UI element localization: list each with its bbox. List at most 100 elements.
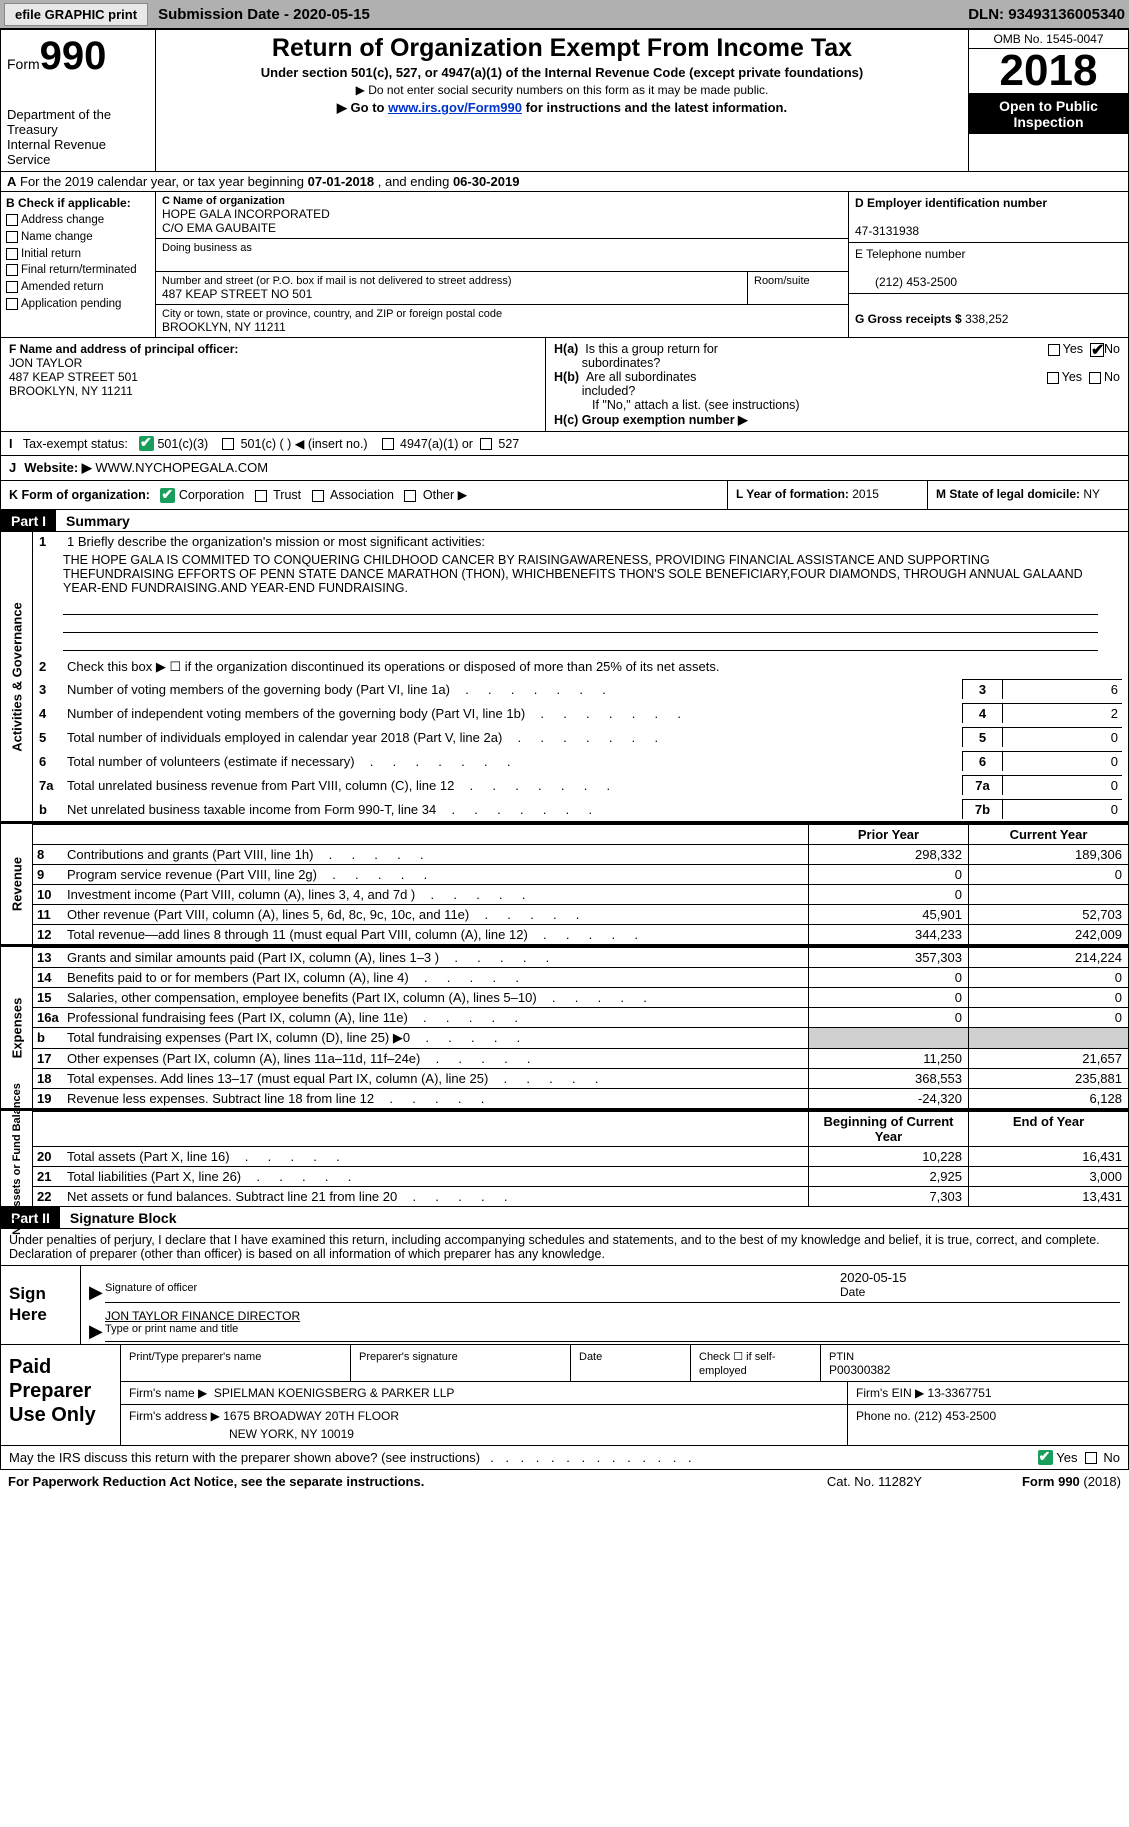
info-grid: B Check if applicable: Address change Na… <box>0 192 1129 338</box>
efile-print-button[interactable]: efile GRAPHIC print <box>4 3 148 26</box>
fin-row: 15Salaries, other compensation, employee… <box>33 987 1128 1007</box>
checkbox-initial-return[interactable] <box>6 248 18 260</box>
open-to-public: Open to Public Inspection <box>969 94 1128 134</box>
checkbox-other[interactable] <box>404 490 416 502</box>
fin-row: 9Program service revenue (Part VIII, lin… <box>33 864 1128 884</box>
submission-date: Submission Date - 2020-05-15 <box>158 6 370 23</box>
officer-name: JON TAYLOR <box>9 356 82 370</box>
sign-here-label: Sign Here <box>1 1266 81 1344</box>
ptin-cell: PTIN P00300382 <box>821 1345 1128 1381</box>
box-b-header: B Check if applicable: <box>6 195 150 212</box>
sig-officer-field[interactable]: Signature of officer <box>105 1268 840 1303</box>
fin-row: 22Net assets or fund balances. Subtract … <box>33 1186 1128 1206</box>
sig-intro: Under penalties of perjury, I declare th… <box>1 1229 1128 1265</box>
box-j: J Website: ▶ WWW.NYCHOPEGALA.COM <box>0 456 1129 481</box>
dept-treasury: Department of the Treasury Internal Reve… <box>7 107 149 167</box>
col-end-year: End of Year <box>968 1112 1128 1146</box>
header-right: OMB No. 1545-0047 2018 Open to Public In… <box>968 30 1128 171</box>
checkbox-corp[interactable] <box>160 488 175 503</box>
box-c: C Name of organization HOPE GALA INCORPO… <box>156 192 848 337</box>
firm-phone-cell: Phone no. (212) 453-2500 <box>848 1405 1128 1445</box>
period-row: A For the 2019 calendar year, or tax yea… <box>0 172 1129 192</box>
form-header: Form990 Department of the Treasury Inter… <box>0 28 1129 172</box>
expenses-section: Expenses 13Grants and similar amounts pa… <box>0 945 1129 1109</box>
form-number: 990 <box>40 34 107 78</box>
box-f: F Name and address of principal officer:… <box>1 338 546 431</box>
checkbox-amended[interactable] <box>6 281 18 293</box>
fin-row: 19Revenue less expenses. Subtract line 1… <box>33 1088 1128 1108</box>
checkbox-trust[interactable] <box>255 490 267 502</box>
ein-value: 47-3131938 <box>855 224 919 238</box>
checkbox-ha-no[interactable] <box>1090 343 1104 357</box>
mission-line <box>63 633 1098 651</box>
fin-row: 21Total liabilities (Part X, line 26) . … <box>33 1166 1128 1186</box>
checkbox-4947[interactable] <box>382 438 394 450</box>
year-formation: 2015 <box>852 487 879 501</box>
header-left: Form990 Department of the Treasury Inter… <box>1 30 156 171</box>
tab-activities: Activities & Governance <box>9 602 24 752</box>
summary-row: 4Number of independent voting members of… <box>33 701 1128 725</box>
triangle-icon: ▶ <box>89 1307 105 1342</box>
checkbox-527[interactable] <box>480 438 492 450</box>
tax-year: 2018 <box>969 49 1128 94</box>
state-domicile: NY <box>1083 487 1100 501</box>
checkbox-hb-yes[interactable] <box>1047 372 1059 384</box>
checkbox-501c3[interactable] <box>139 436 154 451</box>
fin-row: 16aProfessional fundraising fees (Part I… <box>33 1007 1128 1027</box>
fin-row: 8Contributions and grants (Part VIII, li… <box>33 844 1128 864</box>
fin-row: 12Total revenue—add lines 8 through 11 (… <box>33 924 1128 944</box>
fin-row: bTotal fundraising expenses (Part IX, co… <box>33 1027 1128 1048</box>
box-b: B Check if applicable: Address change Na… <box>1 192 156 337</box>
checkbox-501c[interactable] <box>222 438 234 450</box>
firm-addr-cell: Firm's address ▶ 1675 BROADWAY 20TH FLOO… <box>121 1405 848 1445</box>
mission-text: THE HOPE GALA IS COMMITED TO CONQUERING … <box>33 551 1128 597</box>
checkbox-name-change[interactable] <box>6 231 18 243</box>
netassets-section: Net Assets or Fund Balances Beginning of… <box>0 1109 1129 1207</box>
checkbox-address-change[interactable] <box>6 214 18 226</box>
paperwork-notice: For Paperwork Reduction Act Notice, see … <box>8 1474 424 1489</box>
fin-row: 13Grants and similar amounts paid (Part … <box>33 947 1128 967</box>
checkbox-irs-yes[interactable] <box>1038 1450 1053 1465</box>
period-a: A <box>7 174 16 189</box>
activities-governance: Activities & Governance 11 Briefly descr… <box>0 532 1129 822</box>
checkbox-final-return[interactable] <box>6 264 18 276</box>
checkbox-assoc[interactable] <box>312 490 324 502</box>
box-i: I Tax-exempt status: 501(c)(3) 501(c) ( … <box>0 432 1129 456</box>
checkbox-app-pending[interactable] <box>6 298 18 310</box>
revenue-section: Revenue Prior Year Current Year 8Contrib… <box>0 822 1129 945</box>
triangle-icon: ▶ <box>89 1268 105 1303</box>
website-value: WWW.NYCHOPEGALA.COM <box>95 460 268 476</box>
fin-row: 14Benefits paid to or for members (Part … <box>33 967 1128 987</box>
self-employed-cell: Check ☐ if self-employed <box>691 1345 821 1381</box>
preparer-date-cell: Date <box>571 1345 691 1381</box>
fgh-row: F Name and address of principal officer:… <box>0 338 1129 432</box>
signature-block: Under penalties of perjury, I declare th… <box>0 1229 1129 1446</box>
cat-no: Cat. No. 11282Y <box>827 1474 922 1489</box>
tab-expenses: Expenses <box>9 997 24 1058</box>
checkbox-ha-yes[interactable] <box>1048 344 1060 356</box>
form-title: Return of Organization Exempt From Incom… <box>164 34 960 63</box>
firm-ein-cell: Firm's EIN ▶ 13-3367751 <box>848 1382 1128 1404</box>
summary-row: 7aTotal unrelated business revenue from … <box>33 773 1128 797</box>
fin-row: 20Total assets (Part X, line 16) . . . .… <box>33 1146 1128 1166</box>
top-bar: efile GRAPHIC print Submission Date - 20… <box>0 0 1129 28</box>
form-word: Form <box>7 56 40 72</box>
tab-revenue: Revenue <box>9 857 24 911</box>
checkbox-hb-no[interactable] <box>1089 372 1101 384</box>
ein-label: D Employer identification number <box>855 196 1047 210</box>
preparer-name-cell: Print/Type preparer's name <box>121 1345 351 1381</box>
paid-preparer-label: Paid Preparer Use Only <box>1 1345 121 1445</box>
checkbox-irs-no[interactable] <box>1085 1452 1097 1464</box>
summary-row: 3Number of voting members of the governi… <box>33 677 1128 701</box>
footer-row: For Paperwork Reduction Act Notice, see … <box>0 1470 1129 1493</box>
form-ref: Form 990 (2018) <box>1022 1474 1121 1489</box>
phone-label: E Telephone number <box>855 247 966 261</box>
org-name-2: C/O EMA GAUBAITE <box>162 221 842 235</box>
firm-name-cell: Firm's name ▶ SPIELMAN KOENIGSBERG & PAR… <box>121 1382 848 1404</box>
fin-row: 11Other revenue (Part VIII, column (A), … <box>33 904 1128 924</box>
preparer-sig-cell: Preparer's signature <box>351 1345 571 1381</box>
irs-link[interactable]: www.irs.gov/Form990 <box>388 100 522 115</box>
mission-line <box>63 615 1098 633</box>
box-h: H(a) Is this a group return for Yes No s… <box>546 338 1128 431</box>
col-current-year: Current Year <box>968 825 1128 844</box>
